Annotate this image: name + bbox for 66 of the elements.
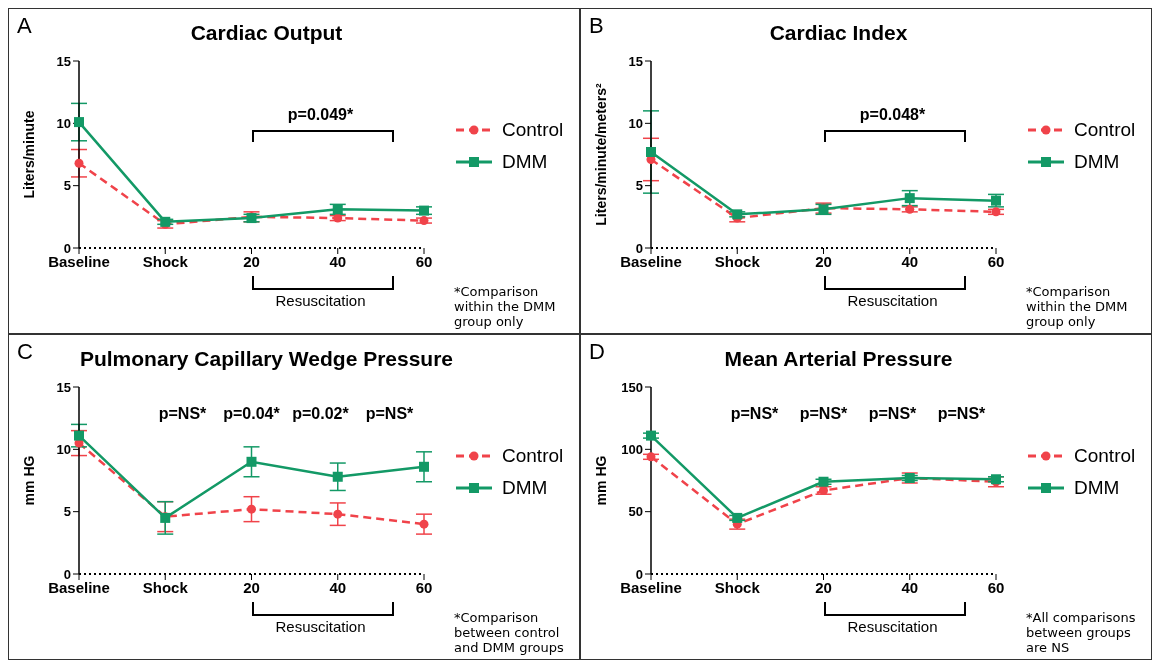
annotation: p=NS* — [157, 405, 208, 423]
y-tick-label: 5 — [63, 178, 71, 194]
y-tick-label: 100 — [621, 441, 643, 457]
legend-label: Control — [1074, 445, 1136, 467]
y-tick-label: 10 — [56, 441, 71, 457]
annotation: p=NS* — [729, 405, 780, 423]
legend-label: DMM — [1074, 151, 1120, 173]
x-tick-label: Shock — [714, 578, 761, 596]
chart-title: Pulmonary Capillary Wedge Pressure — [78, 347, 455, 371]
x-tick-label: 60 — [415, 252, 433, 270]
x-tick-label: Shock — [142, 252, 189, 270]
text: C — [17, 339, 33, 365]
annotation: p=0.048* — [858, 106, 927, 124]
y-axis-title: mm HG — [592, 455, 609, 506]
text: *Comparison within the DMM group only — [454, 284, 557, 329]
y-tick-label: 15 — [628, 53, 643, 69]
x-tick-label: 40 — [901, 578, 919, 596]
x-tick-label: 20 — [815, 252, 832, 270]
annotation: p=0.04* — [222, 405, 281, 423]
y-axis-title: Liters/minute — [20, 110, 37, 199]
text: Resuscitation — [274, 618, 367, 635]
chart-title: Cardiac Output — [189, 21, 344, 45]
y-axis-title: Liters/minute/meters² — [592, 82, 609, 226]
chart-title: Mean Arterial Pressure — [723, 347, 954, 371]
legend-label: Control — [502, 445, 564, 467]
x-tick-label: 40 — [329, 252, 347, 270]
legend-label: DMM — [502, 151, 548, 173]
text: *Comparison within the DMM group only — [1026, 284, 1129, 329]
x-tick-label: 60 — [415, 578, 433, 596]
annotation: p=0.049* — [286, 106, 355, 124]
legend-label: Control — [1074, 119, 1136, 141]
y-tick-label: 5 — [635, 178, 643, 194]
x-tick-label: 20 — [243, 578, 260, 596]
y-axis-title: mm HG — [20, 455, 37, 506]
text: B — [589, 13, 604, 39]
text: Resuscitation — [846, 618, 939, 635]
x-tick-label: 60 — [987, 578, 1005, 596]
x-tick-label: 40 — [901, 252, 919, 270]
y-tick-label: 5 — [63, 504, 71, 520]
x-tick-label: Shock — [142, 578, 189, 596]
x-tick-label: 60 — [987, 252, 1005, 270]
y-tick-label: 15 — [56, 53, 71, 69]
y-tick-label: 10 — [628, 115, 643, 131]
text: *All comparisons between groups are NS — [1026, 610, 1137, 655]
y-tick-label: 150 — [621, 379, 643, 395]
annotation: p=NS* — [798, 405, 849, 423]
x-tick-label: 20 — [243, 252, 260, 270]
text: A — [17, 13, 32, 39]
legend-label: DMM — [1074, 477, 1120, 499]
text: Resuscitation — [846, 292, 939, 309]
annotation: p=NS* — [867, 405, 918, 423]
y-tick-label: 15 — [56, 379, 71, 395]
text: Resuscitation — [274, 292, 367, 309]
y-tick-label: 10 — [56, 115, 71, 131]
annotation: p=0.02* — [291, 405, 350, 423]
legend-label: Control — [502, 119, 564, 141]
y-tick-label: 50 — [628, 504, 643, 520]
annotation: p=NS* — [364, 405, 415, 423]
x-tick-label: Shock — [714, 252, 761, 270]
annotation: p=NS* — [936, 405, 987, 423]
text: *Comparison between control and DMM groups — [454, 610, 565, 655]
legend-label: DMM — [502, 477, 548, 499]
text: D — [589, 339, 605, 365]
x-tick-label: 40 — [329, 578, 347, 596]
chart-title: Cardiac Index — [768, 21, 909, 45]
x-tick-label: 20 — [815, 578, 832, 596]
